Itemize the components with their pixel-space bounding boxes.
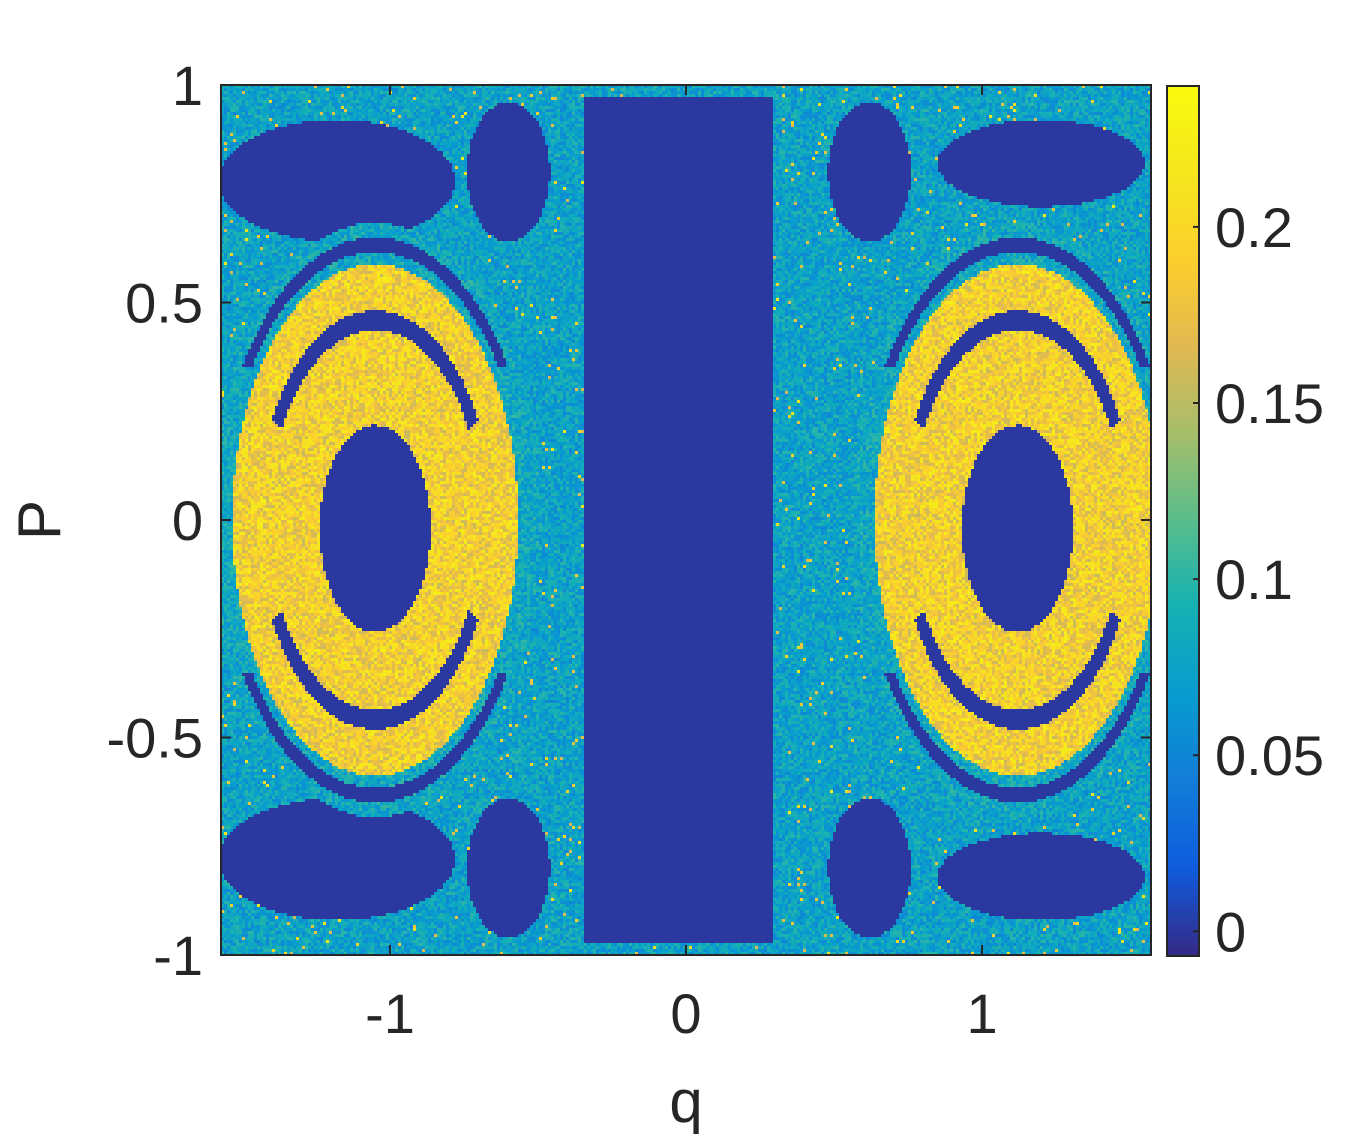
y-axis-label: P [6, 500, 73, 540]
colorbar-border [1166, 85, 1200, 957]
y-ticks: -1 -0.5 0 0.5 1 [107, 54, 1151, 987]
x-ticks: -1 0 1 [365, 85, 998, 1045]
y-tick-label: 1 [172, 54, 203, 117]
x-tick-label: 0 [670, 982, 701, 1045]
y-tick-label: 0.5 [125, 272, 203, 335]
y-tick-label: -1 [153, 924, 203, 987]
x-axis-label: q [669, 1068, 702, 1134]
colorbar-tick-label: 0 [1215, 900, 1246, 963]
x-tick-label: 1 [966, 982, 997, 1045]
y-tick-label: -0.5 [107, 707, 204, 770]
colorbar-tick-label: 0.1 [1215, 548, 1293, 611]
plot-area-border [220, 84, 1152, 956]
colorbar-ticks: 0 0.05 0.1 0.15 0.2 [1193, 196, 1324, 963]
colorbar-gradient [1167, 86, 1199, 956]
colorbar-tick-label: 0.05 [1215, 724, 1324, 787]
x-tick-label: -1 [365, 982, 415, 1045]
main-axes-frame [220, 84, 1152, 956]
colorbar-tick-label: 0.15 [1215, 372, 1324, 435]
y-tick-label: 0 [172, 489, 203, 552]
colorbar-frame [1166, 85, 1200, 957]
heatmap-image [221, 85, 1151, 955]
colorbar-tick-label: 0.2 [1215, 196, 1293, 259]
